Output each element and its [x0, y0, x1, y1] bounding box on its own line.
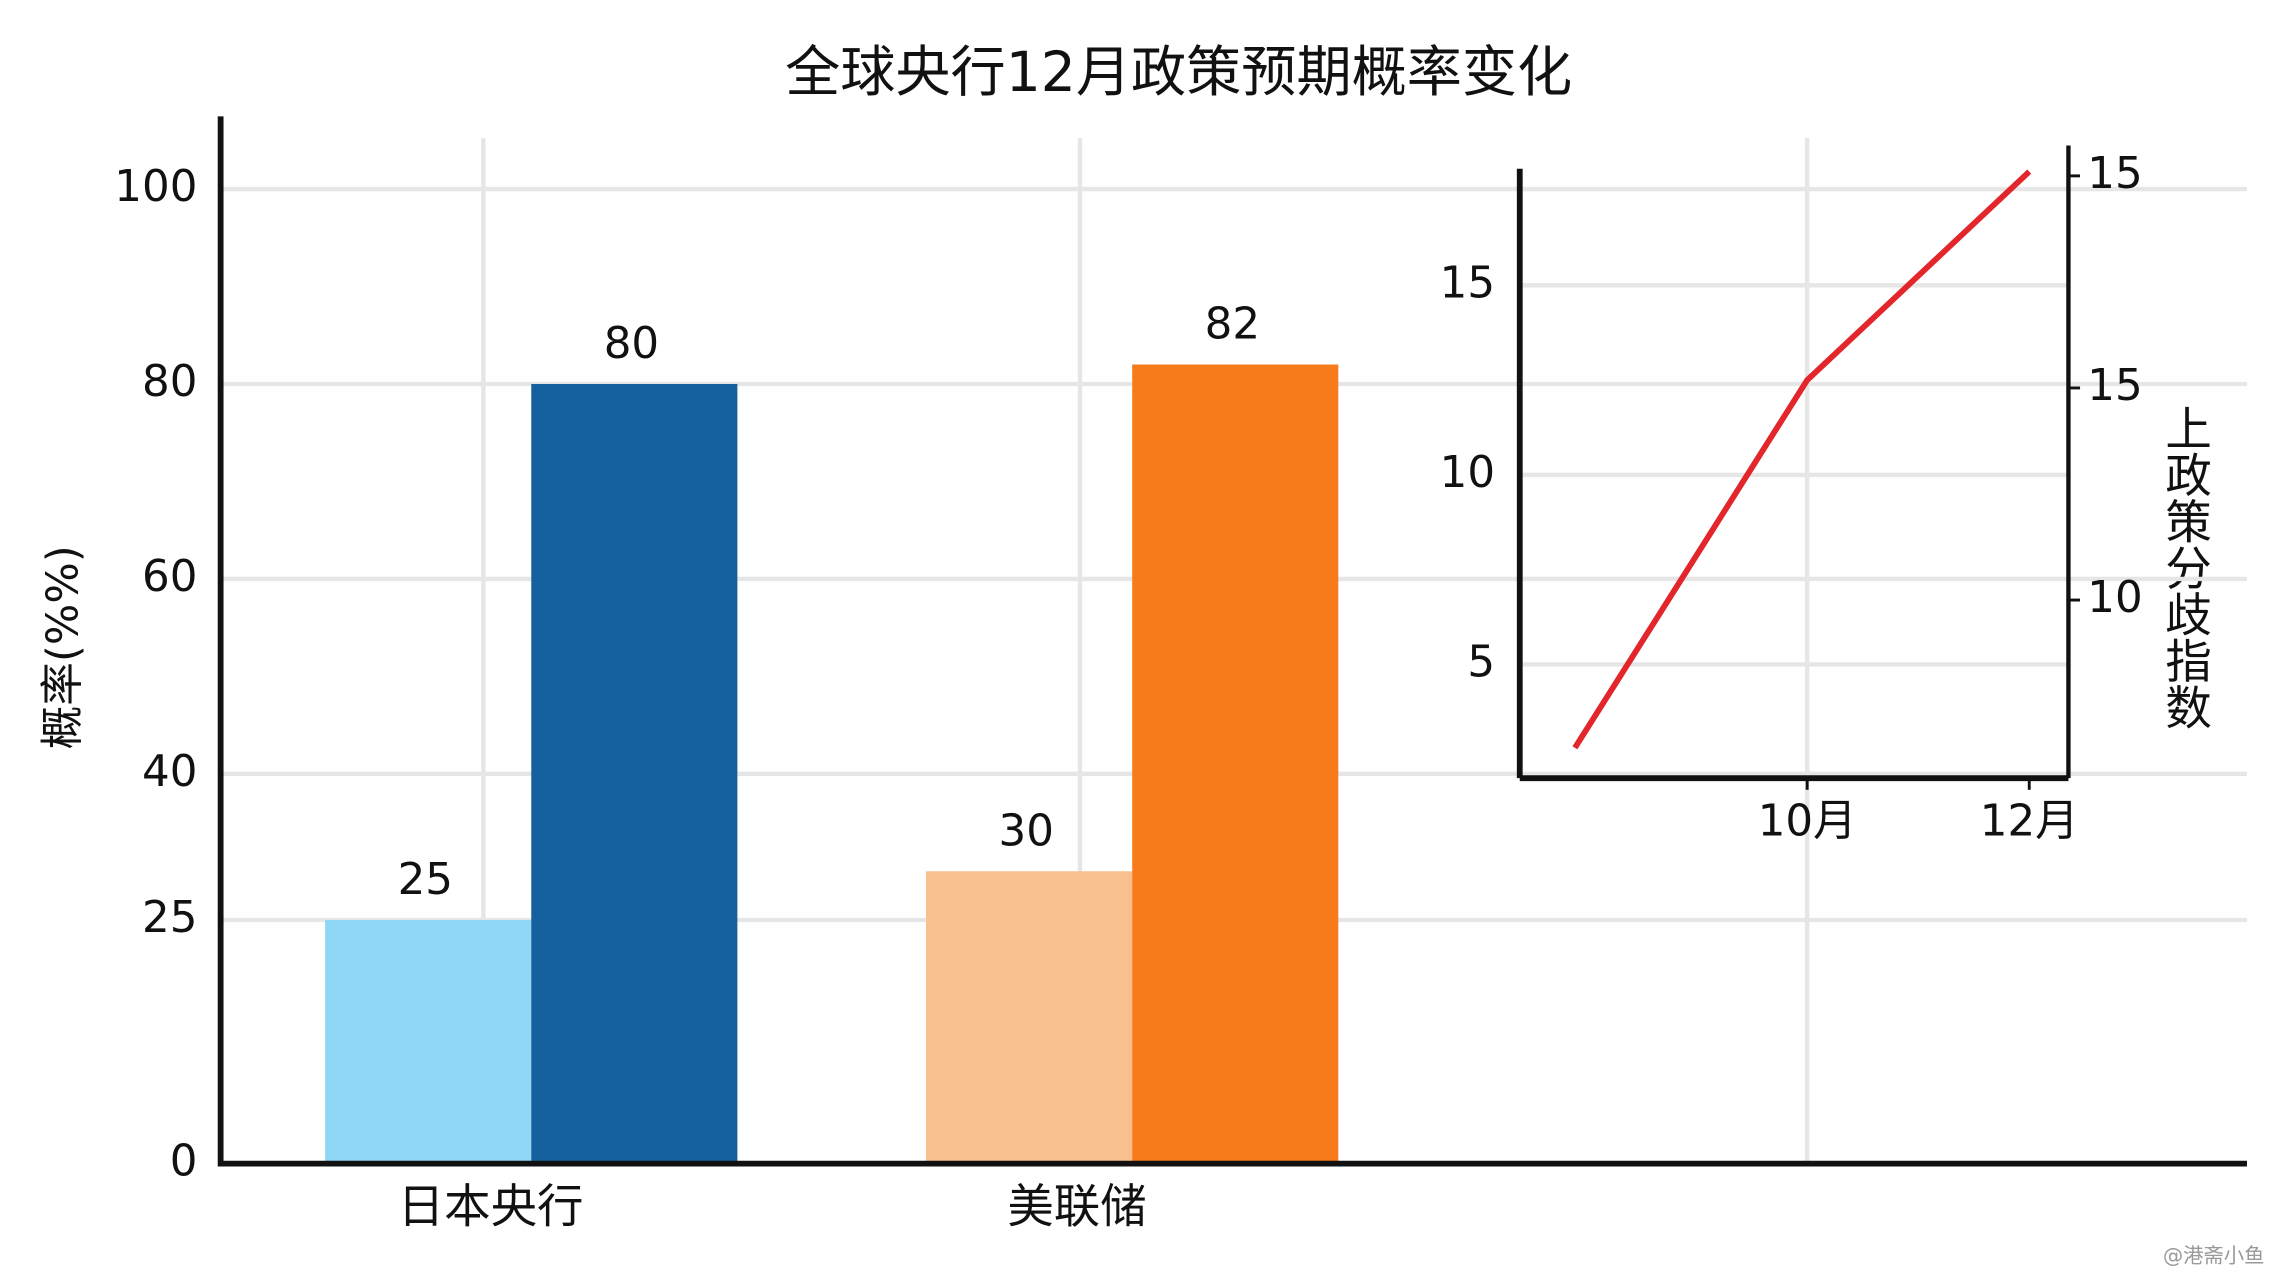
watermark: @港斋小鱼 — [2163, 1244, 2265, 1268]
y2-tick-label: 15 — [2087, 361, 2142, 411]
y2-tick-label: 10 — [2087, 573, 2142, 623]
bar — [531, 384, 738, 1164]
x-tick-label: 10月 — [1758, 796, 1857, 846]
y-tick-label: 40 — [142, 747, 197, 797]
y-tick-label: 10 — [1440, 448, 1495, 498]
line-series — [1572, 169, 2032, 750]
y-tick-label: 25 — [142, 893, 197, 943]
y-tick-label: 5 — [1467, 637, 1495, 687]
chart-title: 全球央行12月政策预期概率变化 — [785, 41, 1572, 105]
x-tick-label: 美联储 — [1007, 1180, 1146, 1234]
bar — [1132, 364, 1339, 1164]
y-tick-label: 60 — [142, 552, 197, 602]
y-tick-label: 100 — [114, 162, 197, 212]
y2-axis-label: 上政策分歧指数 — [2158, 404, 2212, 730]
bar — [325, 920, 532, 1164]
y-tick-label: 0 — [170, 1137, 198, 1187]
y-tick-label: 80 — [142, 357, 197, 407]
y-axis-label: 概率(%%) — [38, 545, 88, 749]
bar-value-label: 25 — [398, 855, 453, 905]
bar-value-label: 30 — [999, 806, 1054, 856]
bar-value-label: 80 — [604, 319, 659, 369]
x-tick-label: 12月 — [1980, 796, 2079, 846]
y-tick-label: 15 — [1440, 258, 1495, 308]
x-tick-label: 日本央行 — [398, 1180, 584, 1234]
y2-tick-label: 15 — [2087, 149, 2142, 199]
bar-value-label: 82 — [1205, 300, 1260, 350]
bar — [926, 871, 1133, 1164]
